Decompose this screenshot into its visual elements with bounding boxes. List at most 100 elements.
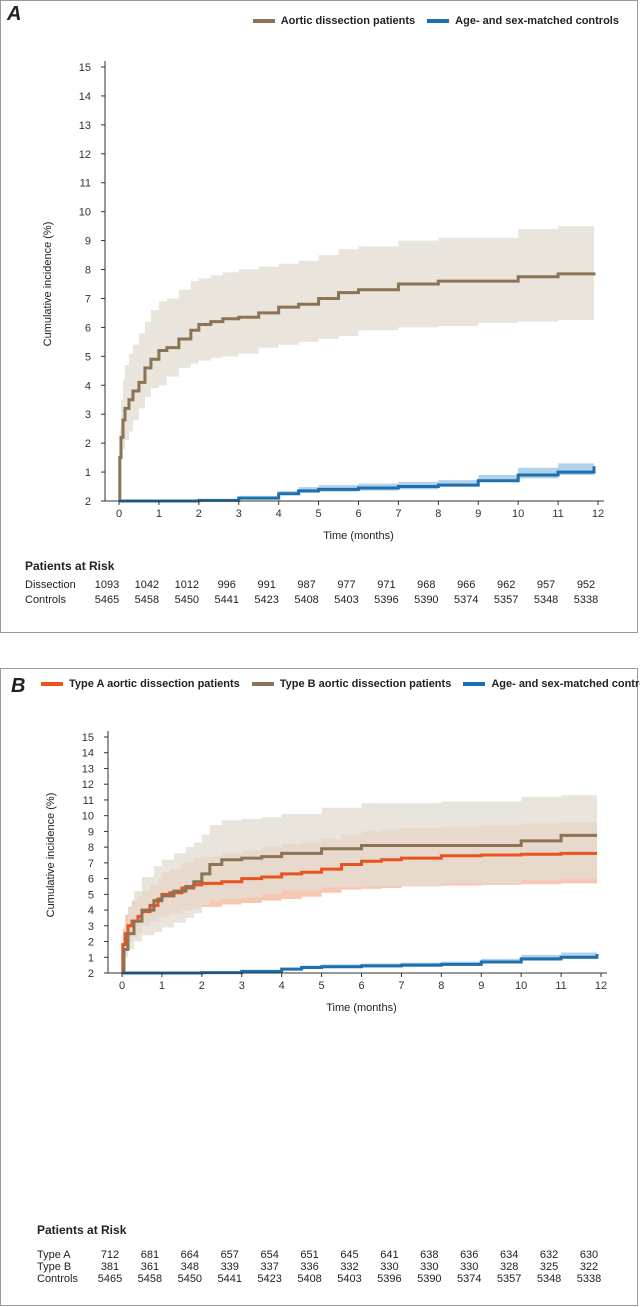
risk-count: 638 (420, 1249, 439, 1261)
y-axis-label: Cumulative incidence (%) (45, 793, 57, 918)
legend-label: Type A aortic dissection patients (69, 678, 240, 690)
risk-count: 332 (340, 1261, 359, 1273)
y-tick-label: 13 (82, 763, 94, 775)
risk-count: 654 (260, 1249, 279, 1261)
x-tick-label: 5 (319, 980, 325, 992)
risk-count: 5450 (174, 594, 200, 606)
y-tick-label: 14 (79, 91, 91, 103)
y-tick-label: 5 (85, 351, 91, 363)
legend-item: Type A aortic dissection patients (41, 678, 240, 690)
x-tick-label: 3 (236, 508, 242, 520)
risk-count: 996 (217, 579, 236, 591)
y-tick-label: 10 (79, 207, 91, 219)
legend-swatch (463, 682, 486, 686)
risk-row-label: Type A (37, 1249, 71, 1261)
risk-count: 339 (220, 1261, 239, 1273)
risk-count: 5423 (257, 1273, 282, 1285)
x-tick-label: 2 (199, 980, 205, 992)
risk-count: 330 (460, 1261, 479, 1273)
risk-row-label: Controls (37, 1273, 78, 1285)
x-tick-label: 1 (159, 980, 165, 992)
y-tick-label: 9 (88, 826, 94, 838)
risk-count: 987 (297, 579, 316, 591)
x-tick-label: 11 (555, 980, 566, 992)
legend-item: Age- and sex-matched controls (427, 15, 619, 27)
risk-count: 5408 (294, 594, 319, 606)
risk-count: 5403 (337, 1273, 362, 1285)
risk-count: 325 (539, 1261, 559, 1273)
x-tick-label: 11 (552, 508, 563, 520)
y-tick-label: 15 (82, 732, 94, 744)
risk-count: 630 (579, 1249, 599, 1261)
risk-count: 664 (180, 1249, 199, 1261)
risk-count: 5403 (334, 594, 359, 606)
y-tick-label: 11 (80, 178, 91, 190)
series-line (122, 833, 598, 975)
risk-count: 1093 (94, 579, 120, 591)
legend-item: Age- and sex-matched controls (463, 678, 640, 690)
risk-count: 348 (180, 1261, 199, 1273)
legend-label: Type B aortic dissection patients (279, 678, 452, 690)
series-line (122, 954, 599, 975)
x-tick-label: 12 (592, 508, 604, 520)
panel-a: A Aortic dissection patients Age- and sex… (0, 0, 638, 633)
risk-count: 5441 (214, 594, 239, 606)
y-tick-label: 7 (85, 293, 91, 305)
y-tick-label: 8 (88, 842, 94, 854)
risk-table-row: Type A 712 681 664 657 654 651 645 641 638 636 634 6… (37, 1249, 611, 1263)
risk-count: 962 (496, 579, 516, 591)
risk-count: 971 (377, 579, 396, 591)
y-tick-label: 13 (79, 120, 91, 132)
confidence-band (119, 457, 595, 501)
risk-count: 651 (300, 1249, 319, 1261)
x-tick-label: 0 (119, 980, 125, 992)
x-tick-label: 7 (398, 980, 404, 992)
legend: Type A aortic dissection patients Type B … (41, 678, 640, 690)
risk-count: 337 (260, 1261, 279, 1273)
confidence-band (122, 795, 598, 973)
x-tick-label: 8 (438, 980, 444, 992)
y-tick-label: 8 (85, 265, 91, 277)
x-tick-label: 5 (316, 508, 322, 520)
y-tick-label: 2 (88, 937, 94, 949)
risk-count: 5458 (134, 594, 160, 606)
risk-count: 5390 (414, 594, 439, 606)
risk-count: 657 (220, 1249, 239, 1261)
risk-count: 636 (460, 1249, 479, 1261)
risk-count: 381 (100, 1261, 120, 1273)
risk-count: 5465 (97, 1273, 123, 1285)
y-tick-label: 6 (85, 322, 91, 334)
risk-count: 968 (417, 579, 436, 591)
risk-count: 634 (499, 1249, 519, 1261)
risk-count: 712 (100, 1249, 120, 1261)
risk-count: 641 (380, 1249, 399, 1261)
legend-label: Age- and sex-matched controls (491, 678, 640, 690)
panel-letter: A (7, 3, 22, 25)
risk-count: 5465 (94, 594, 120, 606)
legend-label: Age- and sex-matched controls (455, 15, 619, 27)
y-tick-label: 9 (85, 236, 91, 248)
y-tick-label: 1 (88, 952, 94, 964)
y-tick-label: 2 (85, 496, 91, 508)
risk-table-row: Type B 381 361 348 339 337 336 332 330 330 330 328 3… (37, 1261, 611, 1275)
x-tick-label: 4 (276, 508, 282, 520)
y-tick-label: 2 (85, 438, 91, 450)
y-tick-label: 5 (88, 889, 94, 901)
legend-label: Aortic dissection patients (280, 15, 416, 27)
y-tick-label: 15 (79, 62, 91, 74)
x-tick-label: 0 (116, 508, 122, 520)
risk-count: 5408 (297, 1273, 322, 1285)
confidence-band (119, 226, 595, 501)
y-tick-label: 3 (88, 921, 94, 933)
legend: Aortic dissection patients Age- and sex-m… (252, 15, 619, 27)
risk-table-row: Controls 5465 5458 5450 5441 5423 5408 5403 5396… (25, 594, 611, 608)
y-tick-label: 7 (88, 858, 94, 870)
risk-count: 957 (536, 579, 556, 591)
risk-count: 330 (420, 1261, 439, 1273)
x-tick-label: 12 (595, 980, 607, 992)
x-axis-label: Time (months) (323, 530, 394, 542)
legend-swatch (41, 682, 63, 686)
risk-count: 632 (539, 1249, 559, 1261)
risk-count: 991 (257, 579, 276, 591)
